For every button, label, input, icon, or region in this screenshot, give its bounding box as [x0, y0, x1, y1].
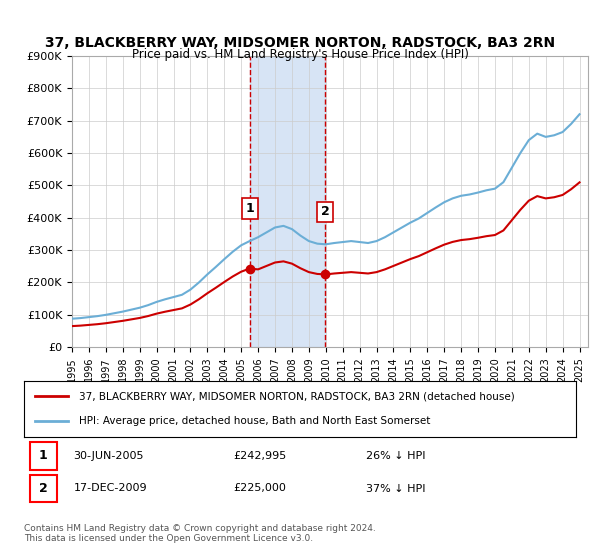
FancyBboxPatch shape: [29, 475, 57, 502]
Text: 30-JUN-2005: 30-JUN-2005: [74, 451, 144, 461]
Text: 1: 1: [245, 202, 254, 215]
Text: 2: 2: [39, 482, 47, 495]
Text: 37, BLACKBERRY WAY, MIDSOMER NORTON, RADSTOCK, BA3 2RN: 37, BLACKBERRY WAY, MIDSOMER NORTON, RAD…: [45, 36, 555, 50]
FancyBboxPatch shape: [29, 442, 57, 469]
Text: 2: 2: [321, 206, 329, 218]
Text: Price paid vs. HM Land Registry's House Price Index (HPI): Price paid vs. HM Land Registry's House …: [131, 48, 469, 60]
Text: 1: 1: [39, 449, 47, 462]
Text: 17-DEC-2009: 17-DEC-2009: [74, 483, 148, 493]
Text: Contains HM Land Registry data © Crown copyright and database right 2024.
This d: Contains HM Land Registry data © Crown c…: [24, 524, 376, 543]
Bar: [250, 56, 325, 347]
Text: HPI: Average price, detached house, Bath and North East Somerset: HPI: Average price, detached house, Bath…: [79, 416, 431, 426]
Text: £225,000: £225,000: [234, 483, 287, 493]
Text: 37, BLACKBERRY WAY, MIDSOMER NORTON, RADSTOCK, BA3 2RN (detached house): 37, BLACKBERRY WAY, MIDSOMER NORTON, RAD…: [79, 391, 515, 402]
Text: £242,995: £242,995: [234, 451, 287, 461]
Text: 37% ↓ HPI: 37% ↓ HPI: [366, 483, 426, 493]
Text: 26% ↓ HPI: 26% ↓ HPI: [366, 451, 426, 461]
